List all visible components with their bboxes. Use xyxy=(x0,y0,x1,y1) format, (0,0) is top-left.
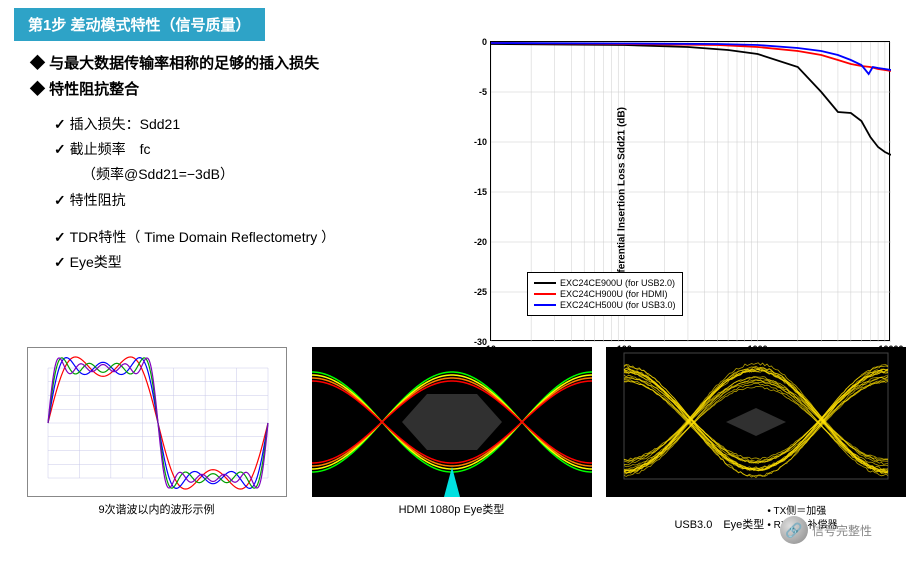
il-ylabel: Differential Insertion Loss Sdd21 (dB) xyxy=(616,107,627,286)
check-2-sub: （频率@Sdd21=−3dB） xyxy=(54,162,460,187)
il-legend: EXC24CE900U (for USB2.0)EXC24CH900U (for… xyxy=(527,272,683,316)
watermark-text: 信号完整性 xyxy=(812,522,872,539)
watermark: 🔗 信号完整性 xyxy=(780,516,872,544)
panel-usb3-eye: USB3.0 Eye类型 TX侧＝加强 RX侧＝补偿器 xyxy=(606,347,906,533)
main-bullets: 与最大数据传输率相称的足够的插入损失 特性阻抗整合 xyxy=(30,51,460,102)
check-2: 截止频率 fc xyxy=(54,137,460,162)
check-4: TDR特性（ Time Domain Reflectometry ） xyxy=(54,225,460,250)
check-1: 插入损失：Sdd21 xyxy=(54,112,460,137)
hdmi-eye-svg xyxy=(312,347,592,497)
text-column: 与最大数据传输率相称的足够的插入损失 特性阻抗整合 插入损失：Sdd21 截止频… xyxy=(0,41,470,341)
waveform-svg xyxy=(28,348,288,498)
usb3-eye-box xyxy=(606,347,906,497)
main-row: 与最大数据传输率相称的足够的插入损失 特性阻抗整合 插入损失：Sdd21 截止频… xyxy=(0,41,916,341)
bullet-1: 与最大数据传输率相称的足够的插入损失 xyxy=(30,51,460,77)
panel3-main: USB3.0 Eye类型 xyxy=(674,519,764,531)
usb3-eye-svg xyxy=(606,347,906,497)
bottom-row: 9次谐波以内的波形示例 HDMI 1080p Eye类型 USB3.0 Eye类… xyxy=(0,341,916,533)
panel-waveform: 9次谐波以内的波形示例 xyxy=(16,347,297,533)
check-list: 插入损失：Sdd21 截止频率 fc （频率@Sdd21=−3dB） 特性阻抗 … xyxy=(30,112,460,275)
hdmi-eye-box xyxy=(312,347,592,497)
il-yaxis: 0-5-10-15-20-25-30 xyxy=(461,42,491,340)
insertion-loss-chart-col: Differential Insertion Loss Sdd21 (dB) 0… xyxy=(470,41,900,341)
panel1-caption: 9次谐波以内的波形示例 xyxy=(16,503,297,518)
insertion-loss-chart: Differential Insertion Loss Sdd21 (dB) 0… xyxy=(490,41,890,341)
step-header: 第1步 差动模式特性（信号质量） xyxy=(14,8,265,41)
check-3: 特性阻抗 xyxy=(54,188,460,213)
watermark-icon: 🔗 xyxy=(780,516,808,544)
panel2-caption: HDMI 1080p Eye类型 xyxy=(311,503,592,518)
check-5: Eye类型 xyxy=(54,250,460,275)
panel-hdmi-eye: HDMI 1080p Eye类型 xyxy=(311,347,592,533)
bullet-2: 特性阻抗整合 xyxy=(30,77,460,103)
waveform-box xyxy=(27,347,287,497)
